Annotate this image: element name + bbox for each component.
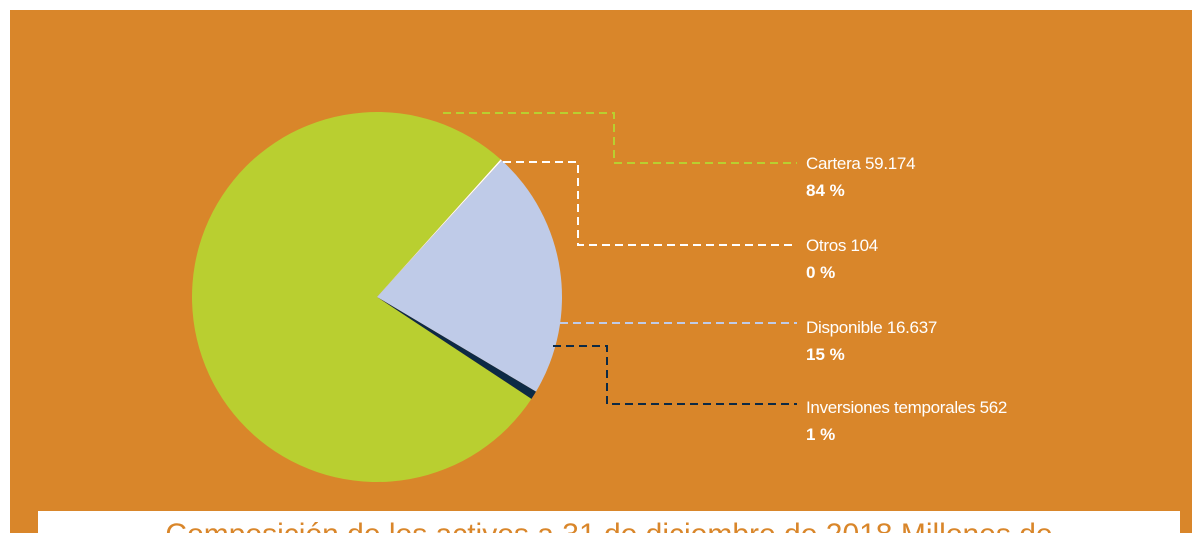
- percent-label: 1 %: [806, 425, 835, 444]
- category-label: Cartera: [806, 154, 861, 173]
- leader-line: [503, 161, 797, 246]
- background: [10, 10, 1192, 533]
- pie: [191, 111, 562, 482]
- value-label: 16.637: [887, 318, 937, 337]
- value-label: 562: [980, 398, 1007, 417]
- category-label: Inversiones temporales: [806, 398, 975, 417]
- leader-line: [443, 112, 797, 164]
- pie-slice: [377, 159, 502, 297]
- slice-label: Disponible 16.637: [806, 318, 937, 337]
- title-box: [38, 511, 1180, 533]
- slice-label: Inversiones temporales 562: [806, 398, 1007, 417]
- pie-slice: [377, 160, 562, 392]
- value-label: 104: [851, 236, 878, 255]
- pie-slice: [191, 111, 532, 482]
- labels: Cartera 59.174 84 % Otros 104 0 % Disponible…: [806, 154, 1007, 444]
- value-label: 59.174: [865, 154, 915, 173]
- leader-line: [553, 345, 797, 405]
- category-label: Otros: [806, 236, 846, 255]
- percent-label: 15 %: [806, 345, 845, 364]
- chart-title: Composición de los activos a 31 de dicie…: [165, 518, 1052, 533]
- category-label: Disponible: [806, 318, 882, 337]
- percent-label: 0 %: [806, 263, 835, 282]
- pie-slice: [377, 297, 536, 399]
- percent-label: 84 %: [806, 181, 845, 200]
- slice-label: Cartera 59.174: [806, 154, 915, 173]
- slice-label: Otros 104: [806, 236, 878, 255]
